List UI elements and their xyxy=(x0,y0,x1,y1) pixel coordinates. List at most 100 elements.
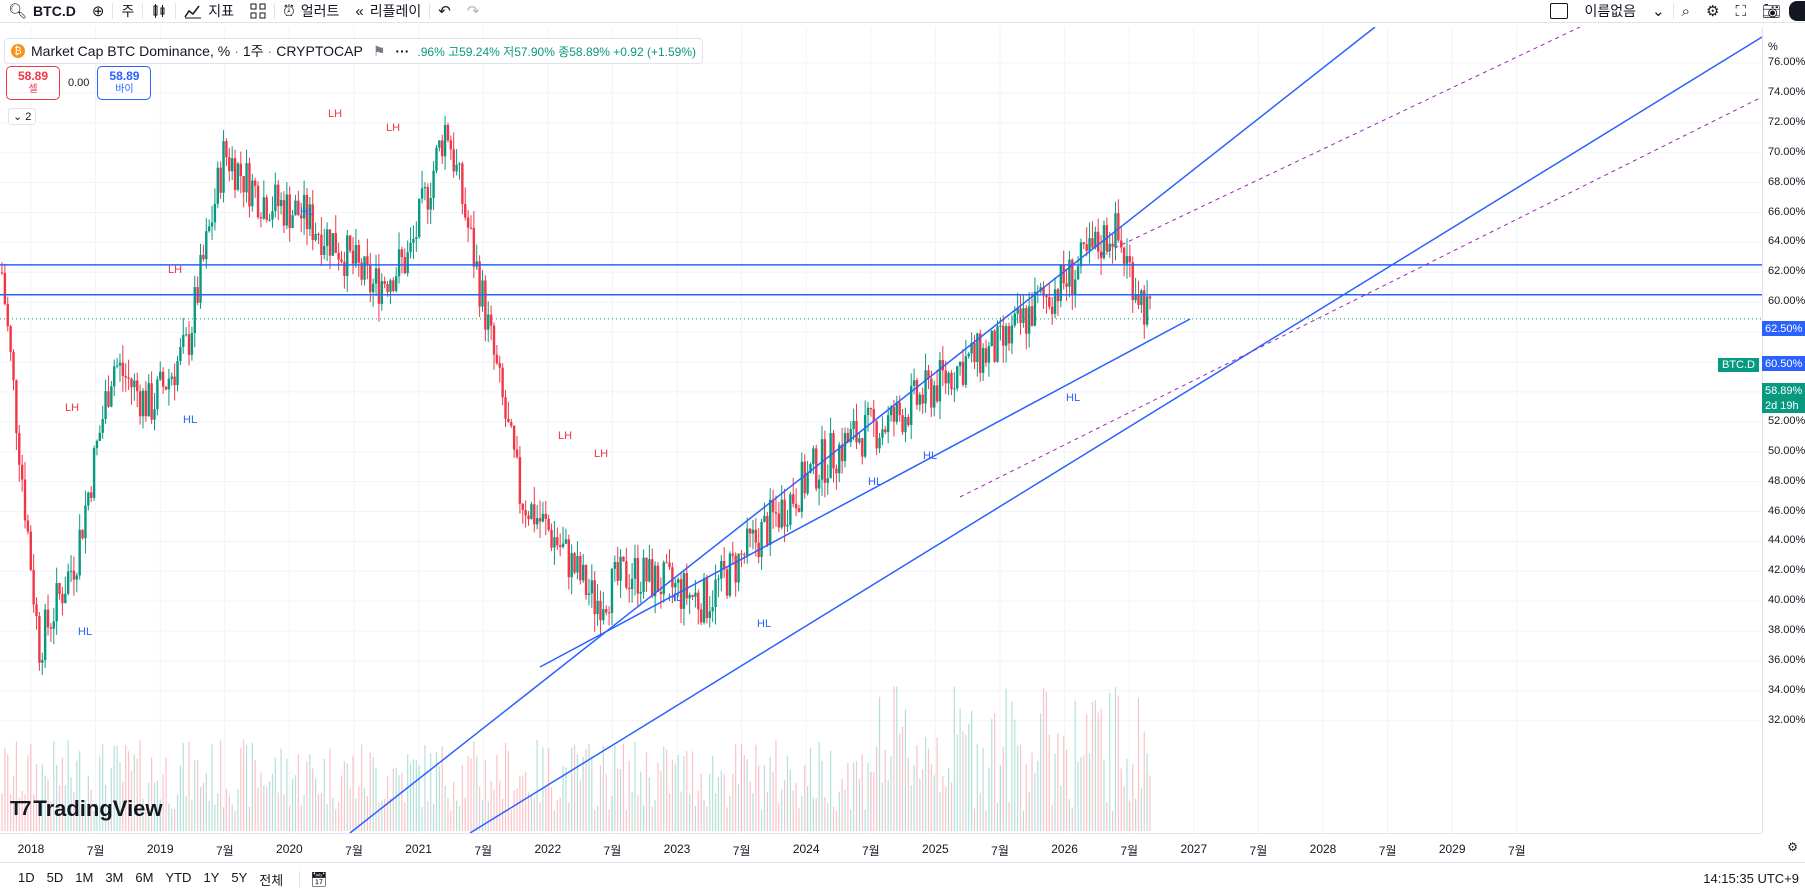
candle-body xyxy=(1048,297,1051,307)
candle-body xyxy=(340,259,343,262)
range-button-1M[interactable]: 1M xyxy=(75,869,94,885)
volume-bar xyxy=(430,753,432,831)
candle-body xyxy=(662,562,665,595)
candle-body xyxy=(780,499,783,528)
range-button-YTD[interactable]: YTD xyxy=(165,869,192,885)
volume-bar xyxy=(617,768,619,831)
volume-bar xyxy=(712,755,714,831)
candle-body xyxy=(533,504,536,525)
price-tick-label: 34.00% xyxy=(1768,683,1805,696)
volume-bar xyxy=(493,789,495,831)
volume-bar xyxy=(61,757,64,831)
templates-button[interactable] xyxy=(242,0,274,22)
volume-bar xyxy=(1086,714,1088,831)
volume-bar xyxy=(409,763,412,831)
indicator-collapse-button[interactable]: ⌄ 2 xyxy=(8,108,37,125)
layout-checkbox[interactable] xyxy=(1542,0,1576,22)
price-tick-label: 70.00% xyxy=(1768,145,1805,158)
candle-body xyxy=(325,229,329,246)
settings-button[interactable]: ⚙ xyxy=(1698,0,1727,22)
volume-bar xyxy=(634,742,636,831)
chart-pane[interactable]: LH LH LH LH LH LH HL HL HL HL HL HL HL HL xyxy=(0,26,1763,834)
candle-body xyxy=(1134,294,1137,301)
flag-icon[interactable]: ⚑ xyxy=(372,42,386,59)
range-button-5Y[interactable]: 5Y xyxy=(231,869,248,885)
price-axis[interactable]: % 76.00% 74.00% 72.00% 70.00% 68.00% 66.00% 64… xyxy=(1762,27,1805,833)
range-button-전체[interactable]: 전체 xyxy=(259,872,284,888)
volume-bar xyxy=(240,748,242,831)
candle-body xyxy=(161,371,165,387)
volume-bar xyxy=(317,793,320,831)
candle-body xyxy=(1030,306,1034,326)
fullscreen-button[interactable]: ⛶ xyxy=(1727,0,1754,22)
time-tick-label: 7월 xyxy=(474,844,493,858)
volume-bar xyxy=(441,746,443,831)
volume-bar xyxy=(389,798,392,831)
candle-body xyxy=(892,407,896,422)
candle-body xyxy=(697,592,700,610)
range-button-5D[interactable]: 5D xyxy=(46,869,64,885)
volume-bar xyxy=(320,793,322,831)
redo-button[interactable]: ↷ xyxy=(459,0,488,22)
volume-bar xyxy=(775,740,777,831)
price-chart[interactable]: LH LH LH LH LH LH HL HL HL HL HL HL HL HL xyxy=(0,26,1763,834)
symbol-search[interactable]: 🔍︎ BTC.D xyxy=(0,0,84,22)
alert-button[interactable]: ⏰︎ 얼러트 xyxy=(275,0,347,22)
volume-bar xyxy=(625,809,627,831)
volume-bar xyxy=(243,739,245,831)
candle-body xyxy=(674,582,677,588)
clock[interactable]: 14:15:35 UTC+9 xyxy=(1703,871,1799,886)
undo-button[interactable]: ↶ xyxy=(430,0,459,22)
indicators-button[interactable]: 지표 xyxy=(176,0,242,22)
quick-search-button[interactable]: ⌕ xyxy=(1674,0,1698,22)
buy-button[interactable]: 58.89 바이 xyxy=(97,66,152,100)
volume-bar xyxy=(996,802,999,831)
volume-bar xyxy=(225,788,228,831)
indicators-icon xyxy=(184,3,202,19)
volume-bar xyxy=(283,794,285,831)
candle-body xyxy=(884,429,887,433)
volume-bar xyxy=(1025,763,1027,831)
tradingview-logo[interactable]: T7 TradingView xyxy=(10,796,163,822)
candle-body xyxy=(193,287,196,334)
volume-bar xyxy=(899,733,901,831)
volume-bar xyxy=(484,759,486,831)
candle-body xyxy=(35,604,38,617)
volume-bar xyxy=(881,782,884,831)
volume-bar xyxy=(1083,754,1085,831)
volume-bar xyxy=(1019,744,1022,831)
compare-button[interactable]: ⊕ xyxy=(84,0,113,22)
replay-button[interactable]: « 리플레이 xyxy=(347,0,429,22)
calendar-icon[interactable]: 📅︎ xyxy=(310,870,328,887)
snapshot-button[interactable]: 📷︎ xyxy=(1754,0,1789,22)
volume-bar xyxy=(999,765,1001,831)
chart-type-button[interactable] xyxy=(143,0,175,22)
range-button-3M[interactable]: 3M xyxy=(105,869,124,885)
hl-label: HL xyxy=(923,450,937,462)
publish-button[interactable] xyxy=(1789,1,1805,21)
candle-body xyxy=(343,261,346,276)
candle-body xyxy=(277,184,280,207)
volume-bar xyxy=(467,756,469,831)
range-button-1Y[interactable]: 1Y xyxy=(203,869,220,885)
layout-dropdown[interactable]: ⌄ xyxy=(1644,0,1673,22)
time-tick-label: 2024 xyxy=(792,842,820,856)
series-legend[interactable]: ₿ Market Cap BTC Dominance, % · 1주 · CRY… xyxy=(4,38,704,64)
volume-bar xyxy=(130,771,133,831)
range-button-1D[interactable]: 1D xyxy=(18,869,35,885)
time-axis[interactable]: 2018 7월 2019 7월 2020 7월 2021 7월 2022 7월 2023 7월 2024… xyxy=(0,833,1798,862)
range-button-6M[interactable]: 6M xyxy=(135,869,154,885)
more-options-icon[interactable]: ··· xyxy=(395,43,410,59)
interval-button[interactable]: 주 xyxy=(113,0,142,22)
volume-bar xyxy=(113,745,115,831)
candle-body xyxy=(1128,256,1132,263)
candle-body xyxy=(812,448,815,464)
legend-exchange: CRYPTOCAP xyxy=(276,43,363,59)
candle-body xyxy=(38,616,41,663)
time-tick-label: 7월 xyxy=(86,844,105,858)
volume-bar xyxy=(723,774,725,831)
sell-button[interactable]: 58.89 셀 xyxy=(6,66,60,100)
axis-settings-icon[interactable]: ⚙ xyxy=(1787,840,1798,854)
layout-name-button[interactable]: 이름없음 xyxy=(1576,0,1644,22)
volume-bar xyxy=(576,754,579,831)
